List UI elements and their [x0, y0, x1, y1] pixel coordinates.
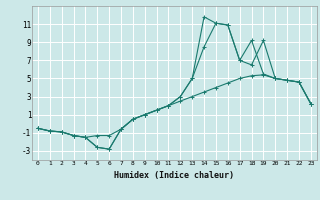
X-axis label: Humidex (Indice chaleur): Humidex (Indice chaleur) [115, 171, 234, 180]
